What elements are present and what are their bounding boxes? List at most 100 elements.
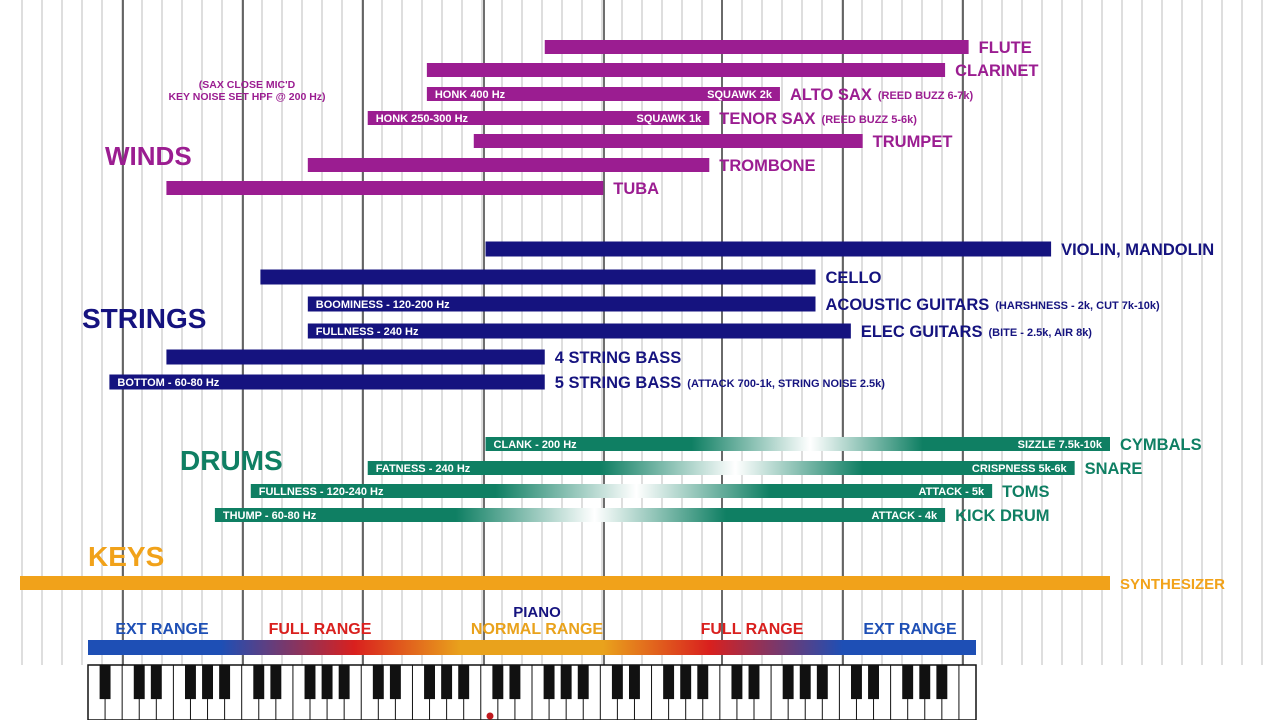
middle-c-marker [486,712,494,720]
bar-trumpet: TRUMPET [473,133,953,151]
black-key [611,665,623,700]
bar-5-string-bass: BOTTOM - 60-80 Hz 5 STRING BASS (ATTACK 70… [109,374,885,392]
black-key [543,665,555,700]
black-key [184,665,196,700]
black-key [372,665,384,700]
bar-inner-label: FULLNESS - 240 Hz [316,326,419,338]
piano-range-label-5: EXT RANGE [863,621,957,638]
bar-rect-tuba [166,181,604,195]
bar-rect-tenor-sax [367,111,710,125]
instrument-name-synthesizer: SYNTHESIZER [1120,576,1225,593]
black-key [99,665,111,700]
black-key [441,665,453,700]
instrument-name-kick-drum: KICK DRUM [955,507,1049,525]
black-key [799,665,811,700]
bar-4-string-bass: 4 STRING BASS [166,349,681,367]
piano-range-label-1: EXT RANGE [115,621,209,638]
bar-rect-kick-drum [214,508,946,522]
bar-tuba: TUBA [166,180,659,198]
instrument-name-5-string-bass: 5 STRING BASS [555,374,682,392]
piano-range-strip [88,640,976,655]
bar-elec-guitars: FULLNESS - 240 Hz ELEC GUITARS (BITE - 2.5… [307,323,1092,341]
instrument-note-alto-sax: (REED BUZZ 6-7k) [878,90,974,102]
instrument-note-acoustic-guitars: (HARSHNESS - 2k, CUT 7k-10k) [995,300,1160,312]
instrument-note-elec-guitars: (BITE - 2.5k, AIR 8k) [988,327,1092,339]
bar-trombone: TROMBONE [307,157,816,175]
group-label-keys: KEYS [88,541,164,572]
bar-rect-5-string-bass [109,374,545,390]
black-key [731,665,743,700]
black-key [509,665,521,700]
instrument-name-cymbals: CYMBALS [1120,436,1202,454]
bar-inner-label: BOTTOM - 60-80 Hz [117,377,219,389]
bar-cymbals: CLANK - 200 Hz SIZZLE 7.5k-10k CYMBALS [485,436,1202,454]
black-key [868,665,880,700]
instrument-name-trumpet: TRUMPET [873,133,953,151]
black-key [253,665,265,700]
bar-rect-cello [260,269,816,285]
black-key [492,665,504,700]
grid-lines [21,0,1263,665]
instrument-name-alto-sax: ALTO SAX [790,86,872,104]
black-key [577,665,589,700]
piano-title: PIANO [513,604,561,621]
bar-rect-flute [544,40,969,54]
bar-rect-cymbals [485,437,1110,451]
bar-inner-label: ATTACK - 4k [871,510,937,522]
bar-tenor-sax: HONK 250-300 Hz SQUAWK 1k TENOR SAX (REED B… [367,110,918,128]
bar-rect-4-string-bass [166,349,545,365]
instrument-name-toms: TOMS [1002,483,1049,501]
winds-note-line: KEY NOISE SET HPF @ 200 Hz) [168,91,325,103]
bar-inner-label: THUMP - 60-80 Hz [223,510,317,522]
black-key [902,665,914,700]
piano-range-label-2: FULL RANGE [269,621,372,638]
piano-range-label-3: NORMAL RANGE [471,621,603,638]
bar-synthesizer: SYNTHESIZER [20,576,1225,593]
bar-rect-toms [250,484,993,498]
bar-inner-label: FATNESS - 240 Hz [376,463,471,475]
bar-inner-label: ATTACK - 5k [919,486,985,498]
bar-inner-label: SIZZLE 7.5k-10k [1018,439,1103,451]
black-key [816,665,828,700]
black-key [936,665,948,700]
group-label-strings: STRINGS [82,303,206,334]
black-key [782,665,794,700]
bar-toms: FULLNESS - 120-240 Hz ATTACK - 5k TOMS [250,483,1050,501]
instrument-name-flute: FLUTE [979,39,1032,57]
bar-cello: CELLO [260,269,882,287]
bar-inner-label: BOOMINESS - 120-200 Hz [316,299,450,311]
black-key [919,665,931,700]
piano-keyboard: PIANO EXT RANGE FULL RANGE NORMAL RANGE FULL… [87,604,977,720]
bar-kick-drum: THUMP - 60-80 Hz ATTACK - 4k KICK DRUM [214,507,1050,525]
instrument-name-trombone: TROMBONE [719,157,815,175]
black-key [270,665,282,700]
group-label-drums: DRUMS [180,445,283,476]
black-key [321,665,333,700]
bar-rect-snare [367,461,1075,475]
instrument-name-tuba: TUBA [613,180,659,198]
bar-inner-label: HONK 250-300 Hz [376,113,469,125]
bar-rect-acoustic-guitars [307,296,816,312]
instrument-note-tenor-sax: (REED BUZZ 5-6k) [822,114,918,126]
bar-inner-label: SQUAWK 1k [636,113,702,125]
instrument-name-cello: CELLO [825,269,881,287]
black-key [458,665,470,700]
bar-rect-trombone [307,158,710,172]
winds-note-line: (SAX CLOSE MIC'D [199,79,296,91]
bar-alto-sax: HONK 400 Hz SQUAWK 2k ALTO SAX (REED BUZZ 6… [426,86,974,104]
black-key [560,665,572,700]
black-key [680,665,692,700]
bar-inner-label: HONK 400 Hz [435,89,506,101]
bar-violin-mandolin: VIOLIN, MANDOLIN [485,241,1214,259]
instrument-name-elec-guitars: ELEC GUITARS [861,323,983,341]
bar-inner-label: CRISPNESS 5k-6k [972,463,1068,475]
black-key [338,665,350,700]
bar-rect-alto-sax [426,87,780,101]
black-key [202,665,214,700]
bar-rect-elec-guitars [307,323,851,339]
black-key [663,665,675,700]
bar-inner-label: FULLNESS - 120-240 Hz [259,486,384,498]
black-key [389,665,401,700]
bar-rect-synthesizer [20,576,1110,590]
